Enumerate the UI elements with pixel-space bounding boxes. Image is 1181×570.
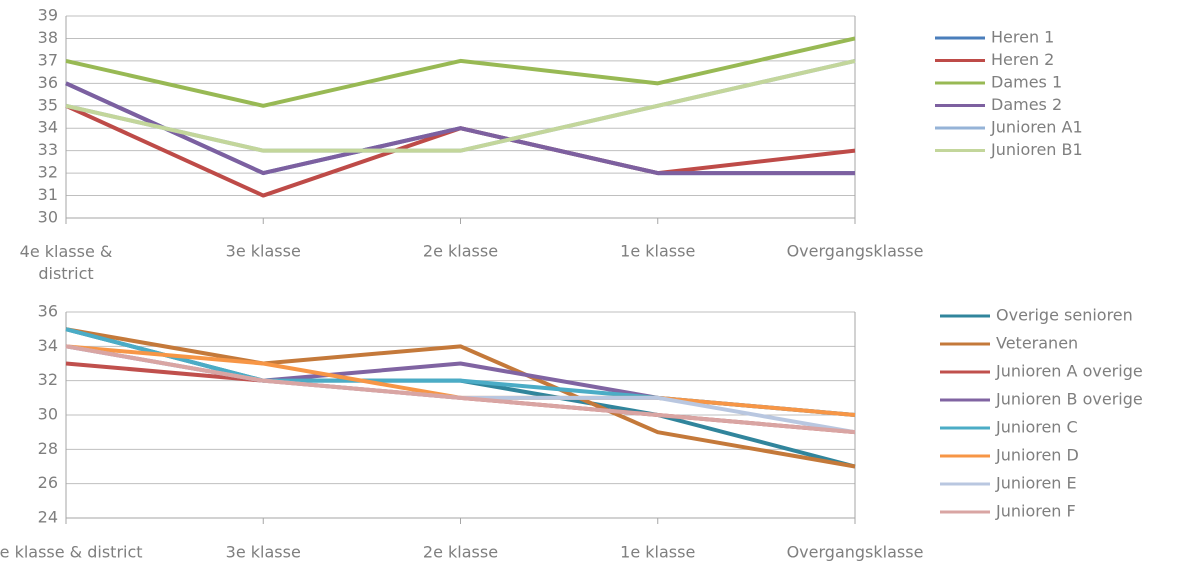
legend-label: Heren 1 <box>991 28 1054 47</box>
legend-label: Heren 2 <box>991 50 1054 69</box>
x-tick-label: 4e klasse & district <box>20 242 113 283</box>
x-tick-label: 4e klasse & district <box>0 543 143 562</box>
legend-label: Junioren B1 <box>990 140 1083 159</box>
series-line <box>65 36 856 108</box>
y-tick-label: 34 <box>38 118 58 137</box>
legend-label: Junioren D <box>995 446 1079 465</box>
x-tick-label: Overgangsklasse <box>787 543 924 562</box>
y-tick-label: 30 <box>38 405 58 424</box>
legend-label: Junioren F <box>995 502 1076 521</box>
y-tick-label: 37 <box>38 50 58 69</box>
y-tick-label: 26 <box>38 473 58 492</box>
y-tick-label: 30 <box>38 208 58 227</box>
series-line <box>65 344 856 435</box>
y-tick-label: 31 <box>38 185 58 204</box>
legend-label: Dames 2 <box>991 95 1062 114</box>
series-line <box>65 327 856 469</box>
y-tick-label: 36 <box>38 73 58 92</box>
y-tick-label: 36 <box>38 302 58 321</box>
legend-label: Overige senioren <box>996 306 1133 325</box>
legend-label: Junioren A overige <box>995 362 1143 381</box>
x-tick-label: 3e klasse <box>226 242 301 261</box>
y-tick-label: 35 <box>38 95 58 114</box>
y-tick-label: 24 <box>38 508 58 527</box>
legend-label: Junioren A1 <box>990 118 1083 137</box>
x-tick-label: 1e klasse <box>620 543 695 562</box>
x-tick-label: 3e klasse <box>226 543 301 562</box>
legend-label: Veteranen <box>996 334 1078 353</box>
y-tick-label: 33 <box>38 140 58 159</box>
x-tick-label: 2e klasse <box>423 242 498 261</box>
legend-label: Dames 1 <box>991 73 1062 92</box>
series-line <box>65 81 855 176</box>
series-line <box>65 58 856 153</box>
y-tick-label: 38 <box>38 28 58 47</box>
legend-label: Junioren C <box>995 418 1078 437</box>
legend-label: Junioren E <box>995 474 1077 493</box>
x-tick-label: 2e klasse <box>423 543 498 562</box>
y-tick-label: 28 <box>38 439 58 458</box>
x-tick-label: 1e klasse <box>620 242 695 261</box>
y-tick-label: 32 <box>38 163 58 182</box>
x-tick-label: Overgangsklasse <box>787 242 924 261</box>
y-tick-label: 32 <box>38 370 58 389</box>
legend-label: Junioren B overige <box>995 390 1143 409</box>
y-tick-label: 39 <box>38 6 58 25</box>
y-tick-label: 34 <box>38 336 58 355</box>
